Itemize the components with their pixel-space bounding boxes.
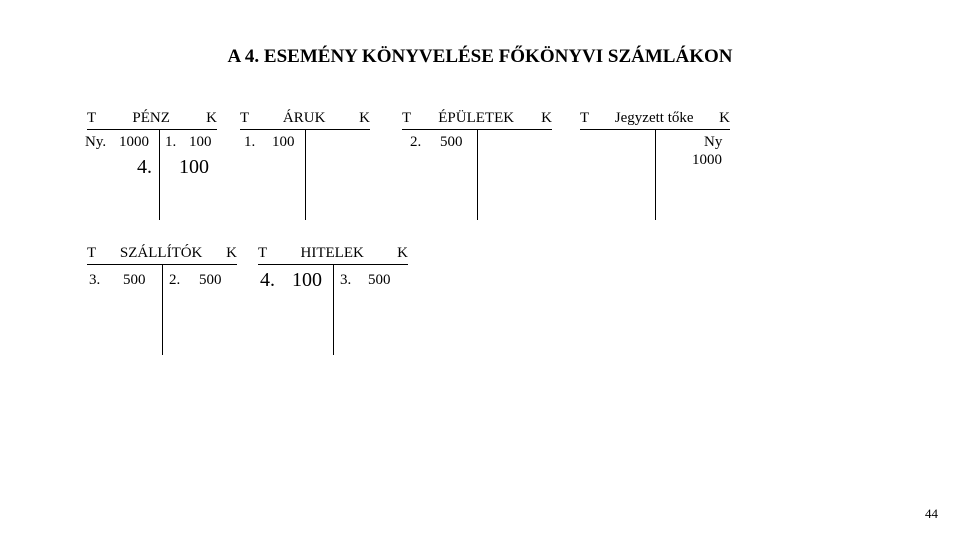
entry-ref: 4. bbox=[260, 269, 275, 292]
credit-label: K bbox=[397, 245, 408, 262]
entry-ref: 4. bbox=[137, 156, 152, 179]
entry-ref: 3. bbox=[340, 272, 351, 289]
page-number: 44 bbox=[925, 506, 938, 522]
entry-ref: 2. bbox=[169, 272, 180, 289]
account-name: Jegyzett tőke bbox=[589, 110, 719, 127]
debit-label: T bbox=[580, 110, 589, 127]
credit-label: K bbox=[719, 110, 730, 127]
credit-label: K bbox=[226, 245, 237, 262]
t-account-szallitok: T SZÁLLÍTÓK K 3. 500 2. 500 bbox=[87, 245, 237, 355]
entry-ref: 1. bbox=[244, 134, 255, 151]
debit-label: T bbox=[87, 110, 96, 127]
entry-amount: 1000 bbox=[119, 134, 149, 151]
entry-amount: 500 bbox=[123, 272, 146, 289]
entry-ref: 3. bbox=[89, 272, 100, 289]
account-name: HITELEK bbox=[267, 245, 397, 262]
account-name: SZÁLLÍTÓK bbox=[96, 245, 226, 262]
entry-amount: 500 bbox=[440, 134, 463, 151]
entry-ref: Ny. bbox=[85, 134, 106, 151]
entry-amount: 1000 bbox=[692, 152, 722, 169]
t-account-hitelek: T HITELEK K 4. 100 3. 500 bbox=[258, 245, 408, 355]
debit-label: T bbox=[240, 110, 249, 127]
entry-amount: 100 bbox=[179, 156, 209, 179]
debit-label: T bbox=[402, 110, 411, 127]
entry-amount: 500 bbox=[199, 272, 222, 289]
entry-ref: 2. bbox=[410, 134, 421, 151]
t-account-jegyzett-toke: T Jegyzett tőke K Ny 1000 bbox=[580, 110, 730, 220]
t-account-epuletek: T ÉPÜLETEK K 2. 500 bbox=[402, 110, 552, 220]
entry-ref: 1. bbox=[165, 134, 176, 151]
credit-label: K bbox=[359, 110, 370, 127]
account-name: ÁRUK bbox=[249, 110, 359, 127]
account-name: ÉPÜLETEK bbox=[411, 110, 541, 127]
t-account-penz: T PÉNZ K Ny. 1000 1. 100 4. 100 bbox=[87, 110, 217, 220]
t-account-aruk: T ÁRUK K 1. 100 bbox=[240, 110, 370, 220]
debit-label: T bbox=[87, 245, 96, 262]
page-title: A 4. ESEMÉNY KÖNYVELÉSE FŐKÖNYVI SZÁMLÁK… bbox=[0, 46, 960, 68]
entry-amount: 100 bbox=[292, 269, 322, 292]
entry-ref: Ny bbox=[704, 134, 722, 151]
entry-amount: 100 bbox=[272, 134, 295, 151]
account-name: PÉNZ bbox=[96, 110, 206, 127]
credit-label: K bbox=[206, 110, 217, 127]
entry-amount: 500 bbox=[368, 272, 391, 289]
debit-label: T bbox=[258, 245, 267, 262]
credit-label: K bbox=[541, 110, 552, 127]
entry-amount: 100 bbox=[189, 134, 212, 151]
